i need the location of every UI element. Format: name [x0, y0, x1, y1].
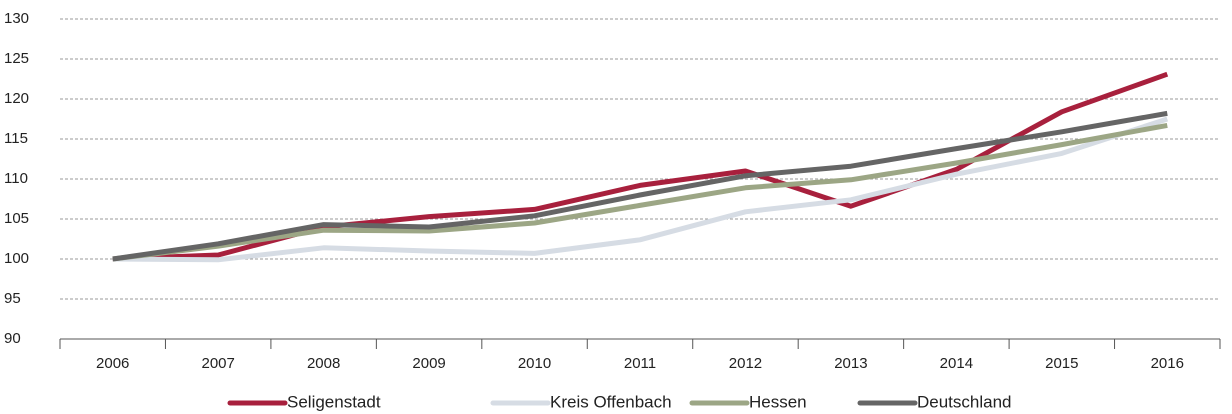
x-tick-label: 2009: [412, 355, 445, 372]
y-tick-label: 110: [4, 170, 28, 187]
y-tick-label: 105: [4, 210, 29, 227]
x-tick-label: 2008: [307, 355, 340, 372]
legend-label: Deutschland: [917, 392, 1012, 411]
legend-label: Seligenstadt: [287, 392, 381, 411]
legend-label: Hessen: [749, 392, 807, 411]
series-line: [112, 110, 1168, 262]
y-tick-label: 115: [4, 130, 28, 147]
series-line: [112, 71, 1169, 262]
x-tick-label: 2015: [1045, 355, 1078, 372]
legend-label: Kreis Offenbach: [550, 392, 672, 411]
x-tick-label: 2012: [729, 355, 762, 372]
y-tick-label: 120: [4, 90, 29, 107]
series-line: [112, 116, 1169, 263]
y-tick-label: 90: [4, 330, 21, 347]
x-tick-label: 2016: [1151, 355, 1184, 372]
y-tick-label: 100: [4, 250, 29, 267]
x-tick-label: 2010: [518, 355, 551, 372]
y-tick-label: 130: [4, 10, 29, 27]
series-line: [112, 122, 1168, 262]
x-tick-label: 2011: [624, 355, 656, 372]
x-tick-label: 2014: [940, 355, 973, 372]
x-tick-label: 2013: [834, 355, 867, 372]
y-tick-label: 125: [4, 50, 29, 67]
x-tick-label: 2006: [96, 355, 129, 372]
y-tick-label: 95: [4, 290, 21, 307]
x-tick-label: 2007: [201, 355, 234, 372]
